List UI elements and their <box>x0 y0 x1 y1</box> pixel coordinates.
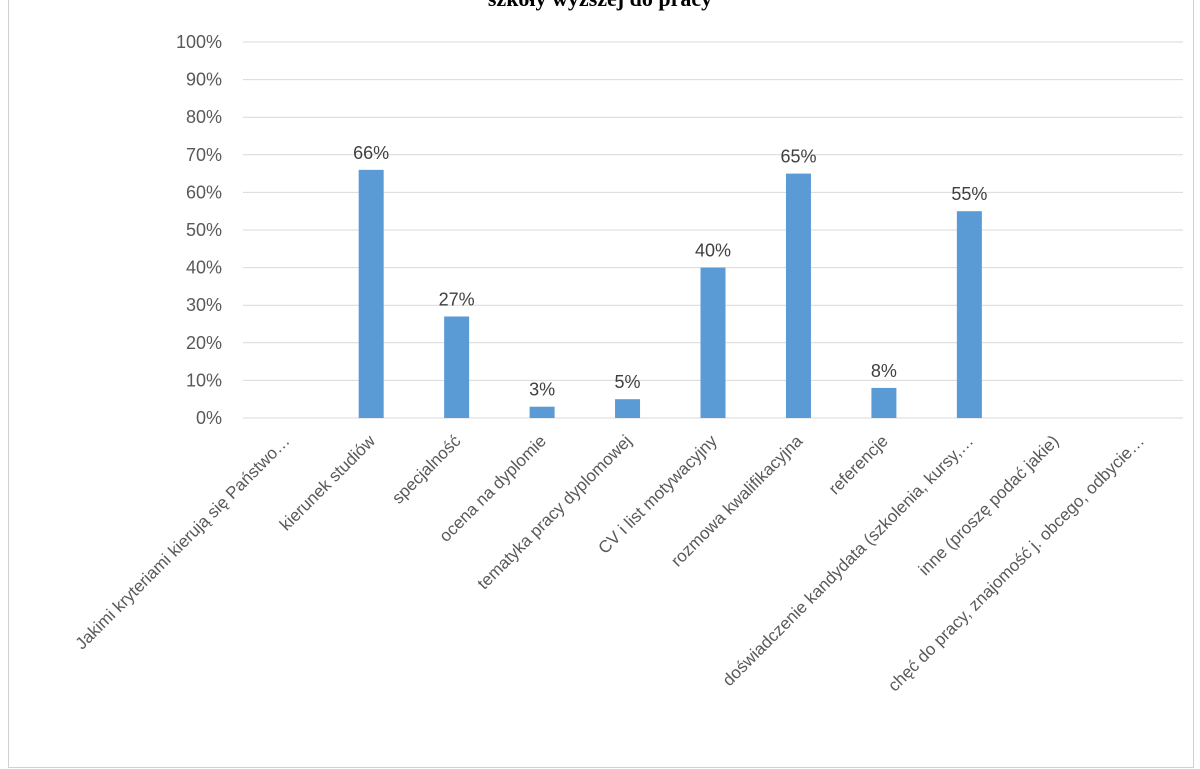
data-label: 40% <box>695 241 731 261</box>
bar <box>444 316 470 418</box>
data-label: 27% <box>439 289 475 309</box>
gridlines <box>243 41 1183 419</box>
y-tick-label: 80% <box>186 107 222 127</box>
x-category-label: specjalność <box>388 431 465 508</box>
x-axis-category-labels: Jakimi kryteriami kierują się Państwo…ki… <box>72 431 1148 695</box>
y-tick-label: 10% <box>186 370 222 390</box>
data-label: 3% <box>529 380 555 400</box>
x-category-label: tematyka pracy dyplomowej <box>474 431 636 593</box>
chart-title: szkoły wyższej do pracy <box>0 0 1200 12</box>
y-tick-label: 30% <box>186 295 222 315</box>
y-tick-label: 20% <box>186 333 222 353</box>
bar <box>615 399 641 418</box>
data-label: 66% <box>353 143 389 163</box>
bar <box>956 211 982 418</box>
data-labels: 66% 27% 3% 5% 40% 65% 8% 55% <box>353 143 987 400</box>
bar <box>785 173 811 418</box>
y-tick-label: 60% <box>186 182 222 202</box>
data-label: 8% <box>871 361 897 381</box>
bars <box>358 169 982 418</box>
bar <box>358 169 384 418</box>
data-label: 5% <box>615 372 641 392</box>
y-tick-label: 40% <box>186 258 222 278</box>
x-category-label: referencje <box>825 431 892 498</box>
bar <box>700 267 726 418</box>
y-tick-label: 100% <box>176 32 222 52</box>
chart-frame <box>8 0 1194 768</box>
y-tick-label: 50% <box>186 220 222 240</box>
y-tick-label: 0% <box>196 408 222 428</box>
data-label: 65% <box>780 147 816 167</box>
bar <box>871 387 897 418</box>
data-label: 55% <box>951 184 987 204</box>
y-tick-label: 70% <box>186 145 222 165</box>
y-tick-label: 90% <box>186 70 222 90</box>
y-axis-tick-labels: 0% 10% 20% 30% 40% 50% 60% 70% 80% 90% 100% <box>176 32 222 428</box>
x-category-label: Jakimi kryteriami kierują się Państwo… <box>72 431 294 653</box>
bar <box>529 406 555 418</box>
x-category-label: inne (proszę podać jakie) <box>915 431 1063 579</box>
